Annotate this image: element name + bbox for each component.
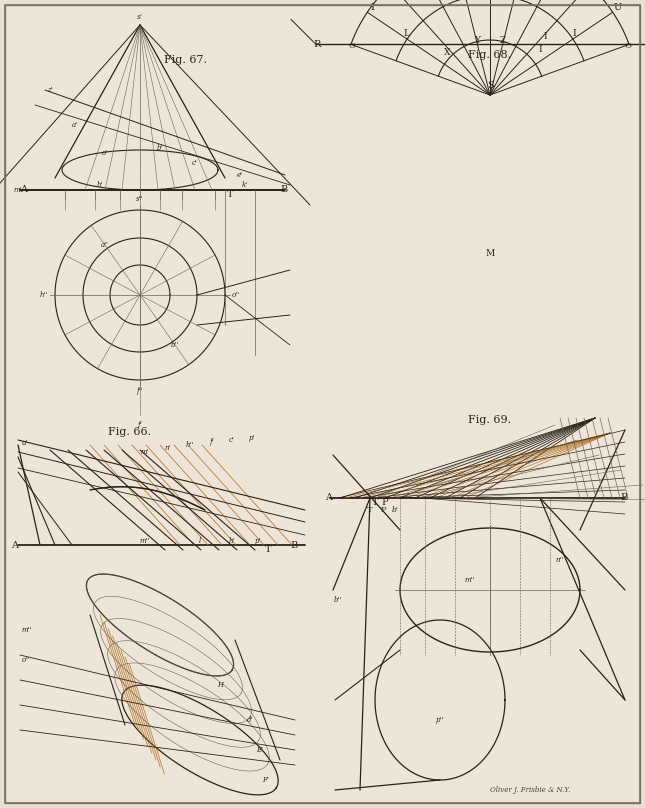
- Text: d': d': [247, 716, 253, 724]
- Text: f'': f'': [137, 387, 143, 395]
- Text: l: l: [199, 537, 201, 545]
- Text: A: A: [11, 541, 18, 549]
- Text: R: R: [313, 40, 321, 48]
- Text: T: T: [367, 506, 373, 514]
- Text: c': c': [229, 436, 235, 444]
- Text: Oliver J. Frisbie & N.Y.: Oliver J. Frisbie & N.Y.: [490, 786, 570, 794]
- Text: S: S: [486, 81, 493, 90]
- Text: U: U: [613, 2, 622, 12]
- Text: M: M: [486, 249, 495, 258]
- Text: Z: Z: [499, 36, 506, 45]
- Text: h': h': [97, 181, 103, 189]
- Text: T: T: [264, 545, 272, 554]
- Text: b': b': [392, 506, 399, 514]
- Text: a'': a'': [101, 241, 109, 249]
- Text: Y: Y: [474, 36, 481, 45]
- Text: F': F': [262, 776, 268, 784]
- Text: Fig. 68.: Fig. 68.: [468, 50, 511, 60]
- Text: k': k': [242, 181, 248, 189]
- Text: I: I: [572, 29, 575, 38]
- Text: b'': b'': [171, 341, 179, 349]
- Text: B: B: [620, 494, 627, 503]
- Text: O: O: [624, 42, 631, 50]
- Text: A: A: [325, 494, 332, 503]
- Text: f': f': [138, 421, 143, 429]
- Text: a': a': [22, 439, 28, 447]
- Text: h'': h'': [40, 291, 48, 299]
- Text: L: L: [403, 29, 409, 38]
- Text: c': c': [192, 159, 198, 167]
- Text: s': s': [137, 13, 143, 21]
- Text: o': o': [102, 149, 108, 157]
- Text: n'': n'': [556, 556, 564, 564]
- Text: Fig. 67.: Fig. 67.: [163, 55, 206, 65]
- Text: B: B: [280, 186, 287, 195]
- Text: m': m': [141, 448, 149, 456]
- Text: b'': b'': [334, 596, 342, 604]
- Text: p': p': [249, 434, 255, 442]
- Text: a': a': [72, 121, 78, 129]
- Text: m': m': [14, 186, 22, 194]
- Text: B: B: [291, 541, 298, 549]
- Text: z': z': [47, 86, 53, 94]
- Text: P: P: [382, 498, 388, 507]
- Text: m'': m'': [140, 537, 150, 545]
- Text: o'': o'': [232, 291, 240, 299]
- Text: b': b': [157, 144, 163, 152]
- Text: n': n': [165, 444, 171, 452]
- Text: f': f': [210, 438, 214, 446]
- Text: Fig. 66.: Fig. 66.: [108, 427, 152, 437]
- Text: T: T: [372, 498, 379, 507]
- Text: I: I: [538, 45, 542, 54]
- Text: A: A: [20, 186, 27, 195]
- Text: o'': o'': [22, 656, 30, 664]
- FancyBboxPatch shape: [5, 5, 640, 803]
- Text: T: T: [226, 190, 233, 199]
- Text: I: I: [543, 32, 547, 41]
- Text: m'': m'': [22, 626, 32, 634]
- Text: I: I: [370, 2, 374, 12]
- Text: X: X: [444, 48, 450, 57]
- Text: s'': s'': [136, 195, 144, 203]
- Text: m'': m'': [465, 576, 475, 584]
- Text: O: O: [349, 42, 355, 50]
- Text: h': h': [229, 537, 235, 545]
- Text: h'': h'': [186, 441, 194, 449]
- Text: P: P: [380, 506, 386, 514]
- Text: e': e': [237, 171, 243, 179]
- Text: Fig. 69.: Fig. 69.: [468, 415, 511, 425]
- Text: H: H: [217, 681, 223, 689]
- Text: E': E': [257, 746, 264, 754]
- Text: p': p': [255, 537, 261, 545]
- Text: p'': p'': [436, 716, 444, 724]
